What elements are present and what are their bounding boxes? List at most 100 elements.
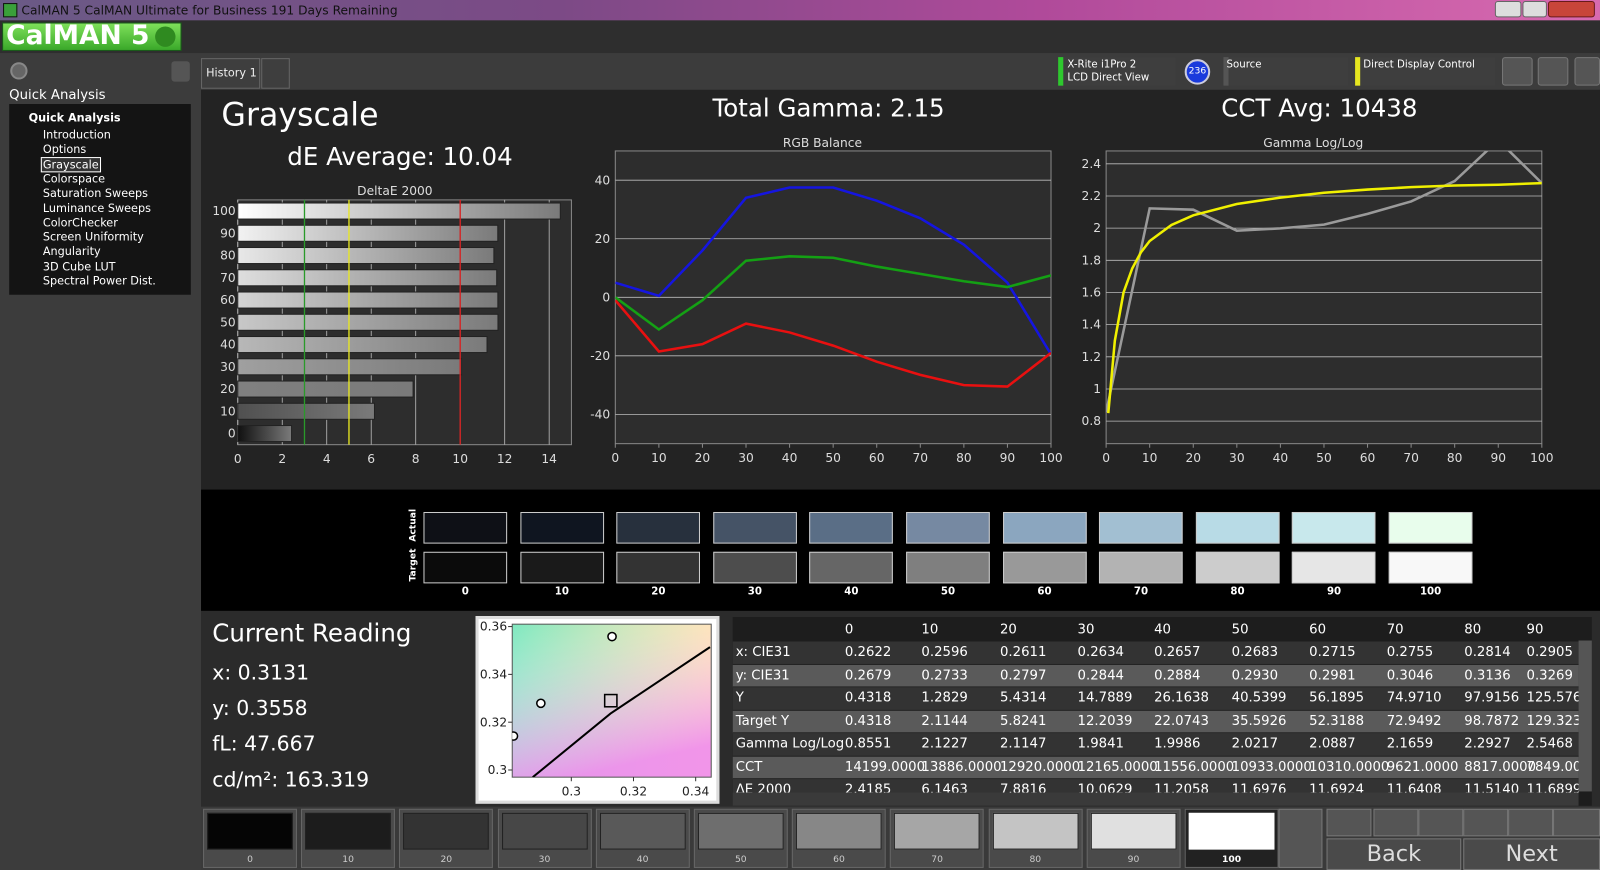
table-cell: 0.2622 bbox=[844, 644, 892, 660]
table-cell: 98.7872 bbox=[1464, 713, 1520, 729]
actual-swatch bbox=[906, 511, 990, 544]
reading-value: cd/m²: 163.319 bbox=[212, 766, 370, 792]
source-box[interactable] bbox=[1223, 57, 1348, 86]
table-scrollbar-h[interactable] bbox=[732, 792, 1579, 806]
patch-color bbox=[403, 812, 490, 850]
reading-title: Current Reading bbox=[212, 619, 412, 648]
close-button[interactable] bbox=[1547, 1, 1595, 18]
table-cell: 0.2930 bbox=[1231, 667, 1279, 683]
tree-item[interactable]: Angularity bbox=[42, 245, 101, 259]
table-row: Y 0.4318 1.2829 5.4314 14.7889 26.1638 40.5399… bbox=[732, 687, 1579, 711]
swatch-label: 50 bbox=[940, 586, 956, 598]
settings-button[interactable] bbox=[1502, 57, 1533, 86]
table-row-label: CCT bbox=[735, 759, 763, 775]
table-cell: 0.2844 bbox=[1077, 667, 1124, 683]
table-row: ΔE 2000 2.4185 6.1463 7.8816 10.0629 11.2058 1… bbox=[732, 779, 1579, 793]
table-cell: 97.9156 bbox=[1464, 690, 1520, 706]
table-cell: 0.2814 bbox=[1464, 644, 1511, 660]
add-tab[interactable] bbox=[261, 58, 290, 89]
sidebar-toggle[interactable] bbox=[10, 62, 28, 80]
sidebar-heading: Quick Analysis bbox=[9, 87, 106, 104]
table-cell: 11.2058 bbox=[1154, 782, 1209, 793]
table-column-header: 70 bbox=[1386, 622, 1404, 638]
patch-label: 20 bbox=[440, 854, 453, 865]
patch-up-button[interactable] bbox=[1278, 808, 1323, 868]
tree-item[interactable]: Luminance Sweeps bbox=[42, 201, 151, 215]
minimize-button[interactable] bbox=[1494, 1, 1522, 18]
patch-color bbox=[796, 812, 882, 850]
tree-item[interactable]: 3D Cube LUT bbox=[42, 259, 116, 274]
table-cell: 56.1895 bbox=[1309, 690, 1365, 706]
tree-item[interactable]: Saturation Sweeps bbox=[42, 186, 149, 201]
actual-swatch bbox=[713, 511, 797, 544]
table-cell: 0.2679 bbox=[844, 667, 892, 683]
check-button[interactable] bbox=[1553, 808, 1600, 837]
swatch-label: 80 bbox=[1230, 586, 1245, 598]
table-cell: 1.9986 bbox=[1154, 736, 1201, 752]
logo-text: CalMAN 5 bbox=[6, 20, 150, 51]
actual-swatch bbox=[1099, 511, 1183, 544]
help-button[interactable] bbox=[1537, 57, 1569, 86]
table-column-header: 30 bbox=[1077, 622, 1095, 638]
patch-label: 70 bbox=[931, 854, 943, 865]
patch-color bbox=[599, 812, 686, 850]
tree-item[interactable]: Screen Uniformity bbox=[42, 230, 144, 244]
next-button[interactable]: Next bbox=[1463, 838, 1600, 870]
table-cell: 35.5926 bbox=[1231, 713, 1287, 729]
swatch-label: 90 bbox=[1326, 586, 1342, 598]
table-scrollbar-v[interactable] bbox=[1578, 640, 1592, 792]
table-cell: 2.4185 bbox=[844, 782, 892, 793]
play-button[interactable] bbox=[1373, 808, 1419, 837]
step-button[interactable] bbox=[1418, 808, 1464, 837]
tab[interactable]: History 1 bbox=[201, 58, 261, 89]
patch-label: 10 bbox=[342, 854, 354, 865]
patch-color bbox=[501, 812, 588, 850]
table-cell: 0.2634 bbox=[1077, 644, 1124, 660]
logo-button[interactable] bbox=[2, 22, 182, 51]
tree-item[interactable]: Colorspace bbox=[42, 172, 106, 186]
table-row-label: Y bbox=[735, 690, 744, 706]
patch-color bbox=[305, 812, 392, 850]
table-cell: 2.1144 bbox=[921, 713, 968, 729]
table-cell: 0.2884 bbox=[1154, 667, 1201, 683]
table-cell: 12.2039 bbox=[1077, 713, 1133, 729]
reading-value: y: 0.3558 bbox=[212, 695, 308, 721]
tree-item[interactable]: Introduction bbox=[42, 128, 111, 142]
table-cell: 11.6899 bbox=[1526, 782, 1579, 793]
target-swatch bbox=[713, 551, 797, 584]
logo-dropdown[interactable] bbox=[155, 26, 176, 47]
table-cell: 10310.0000 bbox=[1309, 759, 1390, 775]
patch-color bbox=[1090, 812, 1177, 850]
sidebar-collapse[interactable] bbox=[171, 61, 190, 82]
target-swatch bbox=[616, 551, 701, 584]
swatch-label: 20 bbox=[651, 586, 666, 598]
meter-badge[interactable]: 236 bbox=[1184, 59, 1211, 85]
tree-item[interactable]: ColorChecker bbox=[42, 216, 118, 230]
tree-root[interactable]: Quick Analysis bbox=[28, 111, 121, 125]
maximize-button[interactable] bbox=[1522, 1, 1547, 18]
loop-button[interactable] bbox=[1463, 808, 1509, 837]
tree-item[interactable]: Options bbox=[42, 143, 87, 157]
analysis-panel bbox=[201, 89, 1600, 490]
table-cell: 11.6924 bbox=[1309, 782, 1365, 793]
table-cell: 0.2657 bbox=[1154, 644, 1201, 660]
back-button[interactable]: Back bbox=[1326, 838, 1462, 870]
table-cell: 11556.0000 bbox=[1154, 759, 1235, 775]
refresh-button[interactable] bbox=[1508, 808, 1554, 837]
table-cell: 129.3237 bbox=[1526, 713, 1579, 729]
table-cell: 2.1227 bbox=[921, 736, 968, 752]
tree-item[interactable]: Grayscale bbox=[40, 156, 101, 172]
table-cell: 10.0629 bbox=[1077, 782, 1133, 793]
table-cell: 0.3269 bbox=[1526, 667, 1573, 683]
table-cell: 7849.0000 bbox=[1526, 759, 1579, 775]
tree-item[interactable]: Spectral Power Dist. bbox=[42, 274, 156, 288]
meter-box[interactable] bbox=[1058, 57, 1176, 86]
target-swatch bbox=[1388, 551, 1473, 584]
cie-frame bbox=[475, 616, 720, 804]
table-cell: 13886.0000 bbox=[921, 759, 1002, 775]
display-box[interactable] bbox=[1355, 57, 1495, 86]
table-row: x: CIE31 0.2622 0.2596 0.2611 0.2634 0.2657 0.… bbox=[732, 641, 1579, 665]
panel-collapse[interactable] bbox=[1574, 57, 1600, 86]
table-row: CCT 14199.0000 13886.0000 12920.0000 12165.0… bbox=[732, 756, 1579, 780]
stop-button[interactable] bbox=[1326, 808, 1372, 837]
